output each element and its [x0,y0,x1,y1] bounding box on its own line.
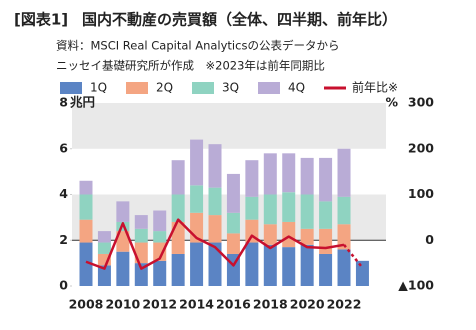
y-tick-label: 2 [59,232,68,247]
bar [263,224,277,245]
legend-swatch [258,82,280,94]
y2-tick-label: 100 [408,186,434,201]
legend-label: 4Q [288,81,305,95]
bar [97,231,111,243]
bar [300,194,314,229]
legend-label: 前年比※ [352,80,398,95]
bar [337,196,351,225]
bar [300,228,314,245]
bar [282,192,296,222]
bar [97,265,111,286]
x-tick-label: 2018 [253,297,288,312]
bar [134,263,148,286]
bar [245,160,259,197]
bar [116,231,130,252]
bar [116,201,130,222]
y-tick-label: 4 [59,186,68,201]
line-series [85,218,345,270]
bar [282,153,296,193]
x-tick-label: 2020 [290,297,325,312]
bar [190,185,204,213]
bar [263,153,277,195]
bar [282,247,296,286]
y2-tick-label: 0 [425,232,434,247]
bar [208,215,222,243]
bar [245,242,259,286]
bar [337,148,351,197]
y-tick-label: 6 [59,140,68,155]
chart-title: 国内不動産の売買額（全体、四半期、前年比） [82,11,397,29]
bar [337,249,351,286]
legend-swatch [60,82,82,94]
bar [226,212,240,234]
legend-swatch [192,82,214,94]
bar [171,253,185,286]
y2-tick-label: ▲100 [398,278,434,293]
legend-swatch [126,82,148,94]
y2-tick-label: 300 [408,95,434,110]
bar [134,215,148,229]
bar [355,260,369,286]
x-tick-label: 2022 [327,297,362,312]
bar [79,219,93,243]
bar [263,194,277,225]
x-tick-label: 2014 [179,297,214,312]
bar [134,228,148,243]
bar [208,144,222,188]
line-series-partial [343,244,364,269]
y-tick-label: 8 [59,95,68,110]
source: ニッセイ基礎研究所が作成 ※2023年は前年同期比 [56,59,325,73]
bar [171,221,185,254]
bar [79,180,93,195]
bar [79,194,93,220]
bar [245,196,259,220]
bar [337,224,351,250]
legend-label: 3Q [222,81,239,95]
bar [282,221,296,248]
x-tick-label: 2008 [69,297,104,312]
bar [97,242,111,254]
bar [208,187,222,216]
bar [153,260,167,286]
bar [190,139,204,186]
legend-label: 2Q [156,81,173,95]
bar [319,201,333,229]
bar [116,251,130,286]
bar [319,228,333,254]
bar [263,244,277,286]
bar [97,253,111,266]
source: 資料：MSCI Real Capital Analyticsの公表データから [56,39,339,53]
bar [208,242,222,286]
bar [226,173,240,213]
bar [300,157,314,195]
y-unit: 兆円 [70,95,95,110]
bar [153,210,167,232]
y-tick-label: 0 [59,278,68,293]
x-tick-label: 2012 [142,297,177,312]
legend-label: 1Q [90,81,107,95]
bar [319,157,333,202]
bar [153,242,167,261]
bar [226,233,240,254]
y2-tick-label: 200 [408,140,434,155]
bar [153,231,167,243]
title-tag: [図表1] [14,11,68,29]
bar [171,194,185,222]
bar [190,242,204,286]
x-tick-label: 2016 [216,297,251,312]
bar [79,242,93,286]
x-tick-label: 2010 [105,297,140,312]
bar [300,244,314,286]
bar [319,253,333,286]
y2-unit: % [385,95,398,110]
grid-band [72,103,386,149]
bar [171,160,185,195]
